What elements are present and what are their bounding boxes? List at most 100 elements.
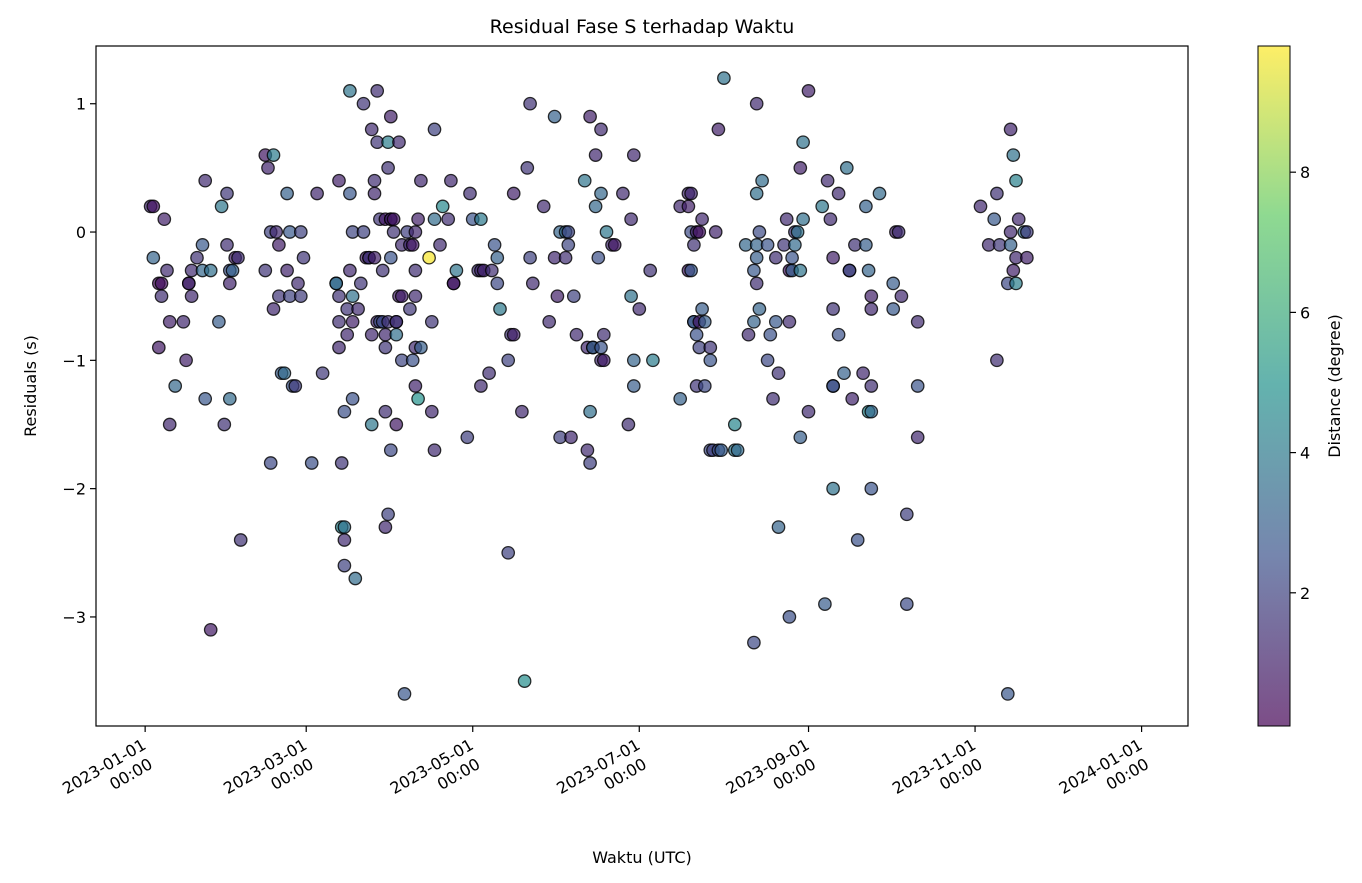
- data-point: [441, 212, 456, 227]
- data-point: [435, 199, 450, 214]
- data-point: [424, 314, 439, 329]
- data-point: [414, 340, 428, 355]
- data-point: [337, 404, 352, 419]
- data-point: [561, 225, 576, 239]
- colorbar-tick-label: 4: [1300, 444, 1310, 463]
- data-point: [176, 314, 191, 329]
- data-point: [626, 353, 641, 368]
- data-point: [749, 276, 764, 291]
- data-point: [233, 533, 248, 547]
- colorbar-tick-label: 2: [1300, 584, 1310, 603]
- data-point: [747, 635, 761, 650]
- data-point: [886, 302, 901, 316]
- data-point: [386, 212, 401, 227]
- data-point: [580, 443, 595, 458]
- data-point: [482, 366, 496, 381]
- data-point: [367, 173, 382, 188]
- data-point: [861, 263, 876, 278]
- data-point: [624, 212, 638, 227]
- x-tick-label: 2023-01-0100:00: [59, 735, 159, 815]
- data-point: [160, 263, 174, 278]
- data-point: [389, 417, 404, 432]
- data-point: [266, 302, 281, 316]
- data-point: [444, 173, 458, 188]
- data-point: [506, 186, 521, 201]
- data-point: [626, 379, 641, 393]
- data-point: [1020, 250, 1034, 265]
- data-point: [364, 327, 379, 342]
- data-point: [782, 610, 797, 624]
- data-point: [490, 276, 505, 291]
- data-point: [403, 302, 417, 316]
- data-point: [826, 379, 840, 393]
- data-point: [367, 250, 382, 265]
- data-point: [632, 302, 647, 316]
- data-point: [258, 263, 273, 278]
- data-point: [523, 96, 537, 111]
- data-point: [583, 456, 597, 470]
- data-point: [542, 314, 557, 329]
- colorbar-gradient: [1257, 45, 1291, 727]
- data-point: [973, 199, 988, 214]
- data-point: [378, 340, 393, 355]
- data-point: [695, 302, 709, 316]
- data-point: [1003, 122, 1018, 137]
- y-tick-label: 1: [76, 95, 86, 114]
- data-point: [823, 212, 838, 227]
- data-point: [899, 597, 914, 611]
- data-point: [596, 327, 611, 342]
- data-point: [449, 263, 464, 278]
- data-point: [146, 250, 161, 265]
- data-point: [616, 186, 630, 201]
- data-point: [261, 161, 275, 175]
- data-point: [864, 481, 879, 496]
- data-point: [397, 687, 412, 701]
- colorbar-tick-label: 6: [1300, 303, 1310, 322]
- data-point: [864, 289, 879, 304]
- data-point: [760, 353, 775, 368]
- data-point: [263, 456, 278, 470]
- data-point: [850, 533, 865, 547]
- data-point: [864, 379, 879, 393]
- y-axis: 1 0 −1 −2 −3: [62, 95, 96, 627]
- data-point: [818, 597, 832, 611]
- data-point: [594, 122, 608, 137]
- data-point: [269, 225, 284, 239]
- data-point: [277, 366, 292, 381]
- data-point: [588, 199, 603, 214]
- data-point: [315, 366, 330, 381]
- data-point: [184, 289, 199, 304]
- data-point: [831, 327, 846, 342]
- data-point: [356, 225, 371, 239]
- data-point: [591, 250, 606, 265]
- data-point: [392, 135, 406, 150]
- data-point: [910, 430, 925, 445]
- data-point: [525, 276, 540, 291]
- data-point: [760, 238, 775, 252]
- data-point: [646, 353, 660, 368]
- data-point: [364, 122, 379, 137]
- data-point: [460, 430, 475, 445]
- data-point: [501, 353, 516, 368]
- x-tick-label: 2023-11-0100:00: [889, 735, 989, 815]
- data-point: [1000, 687, 1015, 701]
- data-point: [752, 225, 767, 239]
- data-point: [280, 263, 294, 278]
- data-point: [381, 161, 395, 175]
- data-point: [607, 238, 622, 252]
- data-point: [673, 391, 688, 406]
- data-point: [484, 263, 499, 278]
- data-point: [405, 238, 420, 252]
- data-point: [424, 404, 439, 419]
- y-tick-label: −2: [62, 480, 86, 499]
- data-point: [826, 250, 840, 265]
- data-point: [203, 263, 218, 278]
- data-point: [711, 122, 726, 137]
- data-point: [566, 289, 581, 304]
- data-point: [332, 173, 346, 188]
- data-point: [231, 250, 245, 265]
- data-point: [222, 391, 237, 406]
- data-point: [859, 238, 873, 252]
- data-point: [626, 148, 641, 162]
- y-tick-label: −3: [62, 608, 86, 627]
